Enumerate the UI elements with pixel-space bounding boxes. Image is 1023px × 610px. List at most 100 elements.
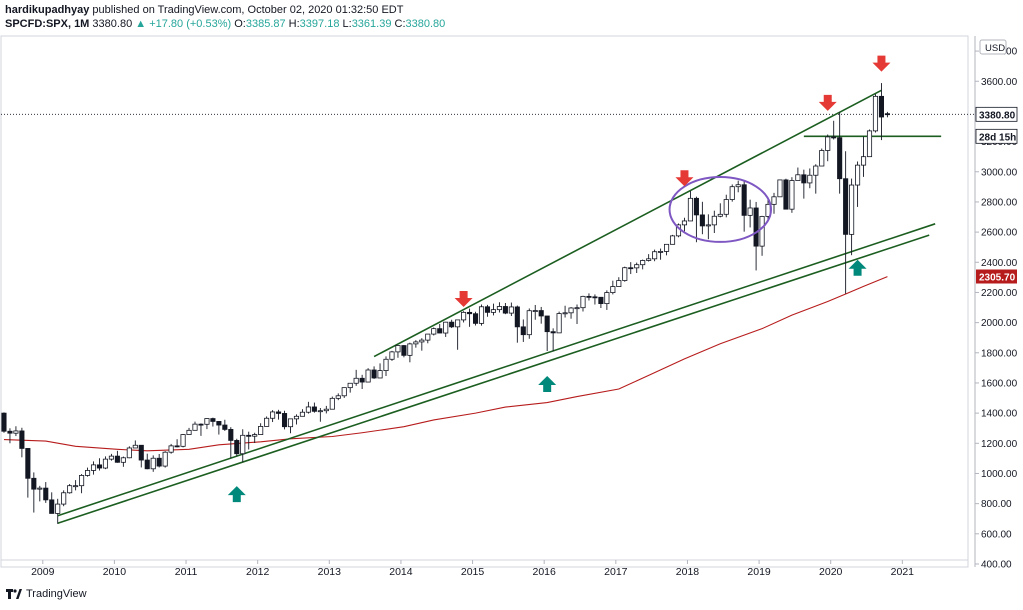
last-price: 3380.80 <box>92 18 133 30</box>
candle-up <box>252 434 258 437</box>
candle-up <box>419 339 425 343</box>
candle-down <box>783 179 789 210</box>
footer: TradingView <box>6 588 87 600</box>
candle-up <box>186 429 192 435</box>
candle-up <box>108 455 114 460</box>
candle-up <box>872 95 879 132</box>
countdown-label-bg <box>975 128 1018 144</box>
candle-down <box>246 434 252 437</box>
y-tick-label: 2800.00 <box>981 197 1018 208</box>
ma-price-label: 2305.70 <box>979 273 1016 284</box>
price-change: +17.80 (+0.53%) <box>149 18 232 30</box>
candle-up <box>365 369 371 383</box>
candle-down <box>878 95 884 118</box>
publish-info: hardikupadhyay published on TradingView.… <box>5 4 403 16</box>
candle-up <box>490 309 497 313</box>
candle-up <box>443 321 449 334</box>
candle-down <box>586 295 592 298</box>
candle-up <box>478 306 485 324</box>
x-tick-label: 2012 <box>246 566 270 578</box>
close-value: 3380.80 <box>405 18 446 30</box>
candle-down <box>699 214 705 227</box>
open-label: O: <box>234 18 246 30</box>
candle-up <box>681 220 688 226</box>
tradingview-logo-icon <box>6 589 22 599</box>
candle-up <box>622 267 628 281</box>
time-axis[interactable]: 2009 2010 2011 2012 2013 2014 2015 2016 2017 2018… <box>1 559 968 578</box>
candle-up <box>496 306 502 311</box>
candle-down <box>359 377 365 383</box>
candle-up <box>616 280 622 287</box>
candle-up <box>425 333 431 341</box>
candle-up <box>717 213 723 217</box>
candle-up <box>556 313 562 334</box>
price-axis[interactable]: 400.00 600.00 800.00 1000.00 1200.00 1400.00 1… <box>974 36 1018 570</box>
x-tick-label: 2009 <box>31 566 55 578</box>
candle-up <box>192 423 198 431</box>
candle-up <box>353 377 359 384</box>
candle-up <box>204 418 210 425</box>
candle-up <box>508 306 514 314</box>
candle-down <box>96 464 103 469</box>
x-tick-label: 2010 <box>103 566 127 578</box>
currency-badge <box>979 39 1007 55</box>
x-tick-label: 2014 <box>389 566 413 578</box>
candle-down <box>156 457 162 467</box>
candle-up <box>240 434 246 455</box>
candle-down <box>837 137 843 180</box>
x-tick-label: 2017 <box>604 566 628 578</box>
y-tick-label: 2400.00 <box>981 258 1018 269</box>
down-arrow-icon <box>675 170 694 187</box>
candle-up <box>102 458 109 469</box>
plot-area <box>0 35 969 568</box>
candle-down <box>538 310 544 317</box>
candle-up <box>652 251 658 260</box>
y-tick-label: 1000.00 <box>981 469 1018 480</box>
candle-up <box>162 451 168 467</box>
candle-down <box>7 430 13 434</box>
down-arrow-icon <box>454 290 473 307</box>
y-tick-label: 1400.00 <box>981 409 1018 420</box>
candle-up <box>323 408 329 412</box>
candle-down <box>592 296 598 299</box>
brand-name: TradingView <box>26 588 87 600</box>
open-value: 3385.87 <box>245 18 286 30</box>
y-tick-label: 2000.00 <box>981 318 1018 329</box>
candle-down <box>831 136 837 139</box>
candle-up <box>526 310 532 336</box>
candle-up <box>85 470 91 476</box>
candle-down <box>311 406 317 412</box>
x-tick-label: 2016 <box>533 566 557 578</box>
candle-down <box>31 477 37 490</box>
candle-up <box>669 235 676 245</box>
candle-down <box>216 421 222 426</box>
y-tick-label: 1200.00 <box>981 439 1018 450</box>
candle-up <box>687 197 693 222</box>
candle-up <box>604 292 610 305</box>
candle-up <box>293 415 300 420</box>
candle-down <box>276 411 282 414</box>
candle-up <box>431 328 437 335</box>
close-label: C: <box>394 18 406 30</box>
x-tick-label: 2015 <box>461 566 485 578</box>
y-tick-label: 3000.00 <box>981 167 1018 178</box>
candle-up <box>807 174 813 184</box>
candle-down <box>502 306 508 314</box>
trendlines <box>57 89 942 525</box>
candle-up <box>849 184 855 235</box>
candle-up <box>711 215 717 226</box>
y-tick-label: 3600.00 <box>981 77 1018 88</box>
high-label: H: <box>288 18 300 30</box>
candle-up <box>574 307 580 310</box>
candle-up <box>777 179 783 198</box>
candle-up <box>73 485 79 488</box>
candle-up <box>813 165 819 176</box>
candle-up <box>634 264 640 269</box>
candle-down <box>1 412 7 432</box>
candle-up <box>735 184 741 188</box>
low-label: L: <box>342 18 352 30</box>
candle-up <box>317 410 323 413</box>
candle-up <box>90 464 97 471</box>
candle-up <box>747 207 753 216</box>
